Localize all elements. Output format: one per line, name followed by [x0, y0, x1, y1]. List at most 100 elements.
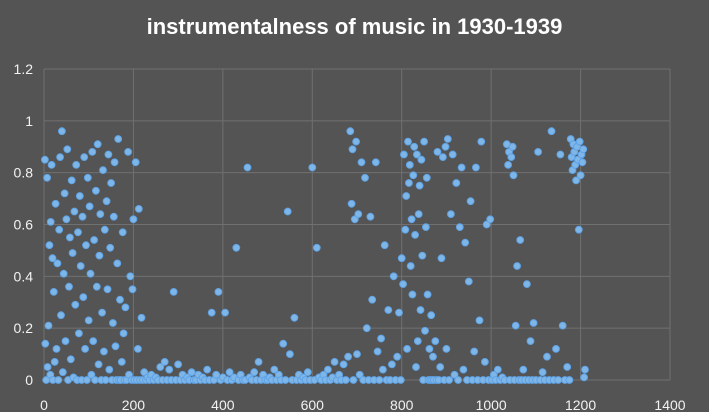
data-point [75, 192, 84, 200]
data-point [443, 135, 452, 143]
data-point [106, 243, 115, 252]
data-point [78, 212, 87, 221]
gridlines [43, 68, 671, 381]
data-point [214, 288, 223, 296]
data-point [71, 300, 80, 309]
data-point [422, 173, 431, 182]
x-tick-label: 800 [390, 397, 414, 412]
data-point [281, 376, 290, 384]
data-point [116, 295, 124, 304]
data-point [105, 365, 114, 374]
data-point [82, 241, 90, 250]
data-point [523, 280, 531, 289]
data-point [466, 197, 475, 206]
y-tick-label: 0 [25, 372, 33, 388]
data-point [156, 363, 165, 371]
data-point [81, 345, 89, 353]
data-point [441, 142, 450, 151]
data-point [436, 363, 445, 371]
data-point [580, 373, 588, 382]
data-point [92, 186, 100, 195]
data-point [270, 365, 279, 374]
data-point [397, 254, 406, 263]
data-point [44, 321, 53, 330]
data-point [94, 360, 103, 369]
data-point [433, 148, 442, 156]
data-point [95, 251, 104, 260]
data-point [352, 137, 361, 146]
data-point [110, 158, 119, 167]
data-point [46, 218, 55, 226]
data-point [353, 350, 361, 359]
data-point [368, 295, 377, 304]
data-point [203, 365, 212, 374]
data-point [400, 150, 408, 159]
data-point [552, 345, 560, 353]
data-point [346, 127, 355, 136]
data-point [509, 171, 518, 180]
data-point [68, 249, 77, 257]
data-point [416, 306, 425, 314]
data-point [84, 316, 93, 325]
data-point [413, 337, 422, 346]
data-point [93, 140, 102, 149]
data-point [100, 347, 108, 356]
data-point [126, 272, 135, 281]
data-point [79, 293, 88, 302]
data-point [140, 368, 149, 377]
data-point [254, 358, 263, 366]
data-point [384, 306, 393, 314]
data-point [371, 158, 380, 167]
data-point [513, 262, 521, 270]
data-point [407, 215, 416, 224]
data-point [414, 210, 423, 219]
data-point [124, 148, 133, 156]
data-point [379, 365, 387, 374]
data-point [303, 368, 312, 377]
x-tick-label: 1200 [565, 397, 596, 412]
data-point [410, 142, 419, 151]
data-point [511, 321, 520, 330]
data-point [49, 288, 58, 296]
data-point [475, 316, 484, 325]
data-point [405, 179, 413, 187]
data-point [411, 231, 420, 239]
data-point [174, 360, 183, 369]
data-point [373, 347, 382, 356]
data-point [109, 212, 118, 221]
data-point [330, 358, 339, 366]
data-point [169, 288, 178, 296]
data-point [250, 368, 259, 377]
data-point [556, 150, 565, 159]
data-point [283, 207, 292, 216]
data-point [53, 259, 62, 268]
data-point [422, 223, 430, 232]
data-point [243, 163, 252, 172]
data-point [74, 228, 82, 237]
axis-ticks: 0 0.2 0.4 0.6 0.8 1 1.2 0 200 400 600 800 1000 1200 14… [14, 61, 686, 412]
data-point [417, 155, 426, 164]
data-point [134, 345, 142, 353]
data-point [445, 376, 454, 384]
data-point [493, 365, 502, 374]
data-point [137, 313, 146, 322]
data-point [447, 210, 455, 219]
data-point [526, 337, 535, 346]
data-point [61, 337, 70, 346]
data-point [481, 358, 489, 366]
data-point [377, 334, 386, 343]
data-point [457, 163, 466, 172]
y-tick-label: 1 [25, 113, 33, 129]
data-point [96, 210, 105, 219]
data-point [472, 163, 480, 172]
data-point [88, 148, 97, 156]
data-point [103, 285, 112, 294]
data-point [413, 150, 421, 159]
data-point [90, 236, 98, 244]
data-point [572, 176, 580, 185]
data-point [578, 158, 587, 167]
y-tick-label: 0.6 [14, 217, 34, 233]
data-point [401, 225, 410, 234]
data-point [104, 150, 113, 159]
